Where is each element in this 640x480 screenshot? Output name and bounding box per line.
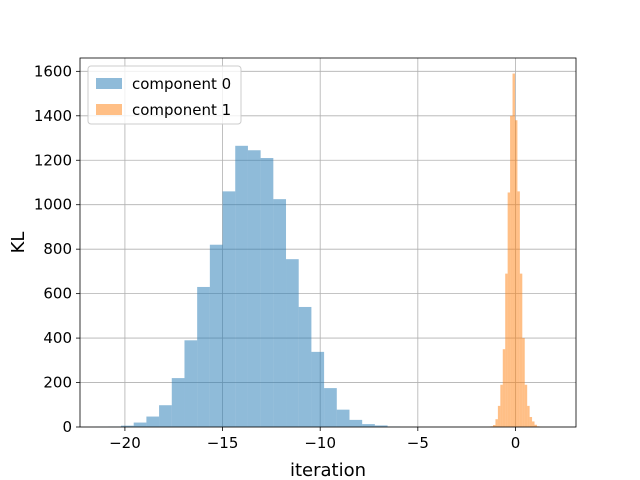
x-tick-label: −10 — [304, 434, 336, 452]
series-0-bar — [235, 145, 248, 428]
series-0-bar — [324, 388, 337, 427]
series-0-bar — [311, 351, 325, 427]
y-tick-label: 400 — [43, 329, 72, 347]
y-tick-label: 800 — [43, 240, 72, 258]
series-0-bar — [121, 425, 134, 427]
y-tick-label: 1200 — [34, 151, 72, 169]
histogram-bars — [95, 73, 542, 428]
series-1-bar — [522, 338, 525, 427]
series-0-bar — [349, 419, 363, 427]
series-1-bar — [510, 115, 513, 428]
legend-swatch — [96, 104, 122, 115]
series-0-bar — [222, 191, 236, 427]
series-0-bar — [336, 409, 350, 427]
series-1-bar — [534, 424, 537, 427]
y-axis-label: KL — [8, 232, 29, 254]
series-1-bar — [512, 73, 515, 427]
series-1-bars — [488, 73, 542, 428]
series-1-bar — [502, 349, 506, 427]
series-0-bar — [184, 340, 198, 427]
series-1-bar — [507, 192, 511, 427]
series-0-bar — [133, 422, 147, 427]
legend-label: component 1 — [132, 101, 231, 119]
y-tick-label: 0 — [62, 418, 72, 436]
y-tick-label: 1000 — [34, 196, 72, 214]
y-tick-label: 600 — [43, 285, 72, 303]
series-1-bar — [527, 405, 530, 427]
y-tick-label: 1400 — [34, 107, 72, 125]
series-0-bar — [298, 306, 312, 427]
series-1-bar — [497, 405, 501, 427]
series-1-bar — [532, 421, 535, 427]
series-1-bar — [493, 424, 496, 427]
series-0-bar — [247, 150, 261, 427]
series-1-bar — [524, 384, 528, 427]
x-axis-ticks: −20 −15 −10 −5 0 — [109, 427, 520, 452]
series-0-bars — [95, 145, 401, 428]
series-0-bar — [260, 158, 274, 427]
x-axis-label: iteration — [290, 460, 366, 480]
plot-frame — [79, 57, 577, 428]
series-0-bar — [286, 259, 299, 427]
series-0-bar — [362, 424, 375, 427]
series-0-bar — [374, 425, 388, 427]
legend-label: component 0 — [132, 75, 231, 93]
series-1-bar — [519, 273, 523, 427]
series-1-bar — [505, 273, 508, 427]
x-tick-label: −5 — [407, 434, 429, 452]
y-axis-ticks: 0 200 400 600 800 1000 1200 1400 1600 — [34, 62, 80, 436]
legend-box — [87, 65, 242, 125]
series-0-bar — [171, 378, 185, 427]
series-0-bar — [146, 416, 160, 427]
series-1-bar — [517, 191, 520, 427]
y-tick-label: 1600 — [34, 62, 72, 80]
series-1-bar — [514, 120, 518, 427]
series-1-bar — [529, 416, 533, 427]
x-tick-label: 0 — [511, 434, 521, 452]
series-0-bar — [197, 286, 210, 427]
legend-swatch — [96, 78, 122, 89]
series-0-bar — [159, 405, 172, 427]
series-0-bar — [209, 244, 223, 427]
series-0-bar — [273, 199, 287, 427]
y-tick-label: 200 — [43, 374, 72, 392]
x-tick-label: −15 — [207, 434, 239, 452]
series-1-bar — [495, 419, 498, 427]
series-1-bar — [500, 384, 503, 427]
x-tick-label: −20 — [109, 434, 141, 452]
legend: component 0 component 1 — [87, 65, 242, 125]
